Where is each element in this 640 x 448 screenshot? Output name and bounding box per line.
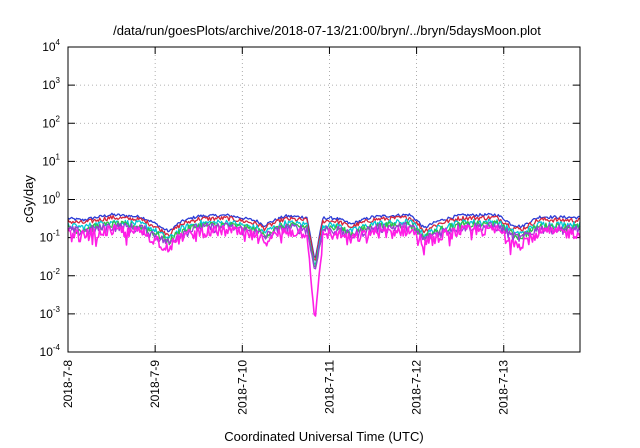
x-axis-label: Coordinated Universal Time (UTC) (224, 429, 423, 444)
y-tick-label: 10-1 (40, 229, 61, 245)
y-tick-label: 10-3 (40, 305, 61, 321)
y-tick-labels: 10-4 10-3 10-2 10-1 100 101 102 103 104 (40, 38, 61, 359)
chart-title: /data/run/goesPlots/archive/2018-07-13/2… (113, 23, 541, 38)
y-tick-label: 100 (42, 191, 60, 207)
x-tick-labels: 2018-7-8 2018-7-9 2018-7-10 2018-7-11 2018-7… (61, 360, 511, 415)
y-tick-label: 10-4 (40, 343, 61, 359)
x-tick-label: 2018-7-10 (235, 360, 249, 415)
y-axis-label: cGy/day (21, 175, 36, 223)
x-tick-label: 2018-7-11 (322, 360, 336, 414)
series-line (67, 212, 581, 258)
plot-frame (67, 46, 581, 353)
series-group (67, 212, 581, 317)
x-tick-label: 2018-7-8 (61, 360, 75, 408)
y-tick-label: 102 (42, 114, 60, 130)
x-tick-label: 2018-7-12 (410, 360, 424, 415)
y-tick-label: 10-2 (40, 267, 61, 283)
y-tick-label: 103 (42, 76, 60, 92)
y-tick-label: 104 (42, 38, 60, 54)
x-tick-label: 2018-7-9 (148, 360, 162, 408)
series-line (67, 224, 581, 317)
series-line (67, 214, 581, 261)
x-tick-label: 2018-7-13 (497, 360, 511, 415)
y-tick-label: 101 (42, 152, 60, 168)
series-line (67, 221, 581, 270)
